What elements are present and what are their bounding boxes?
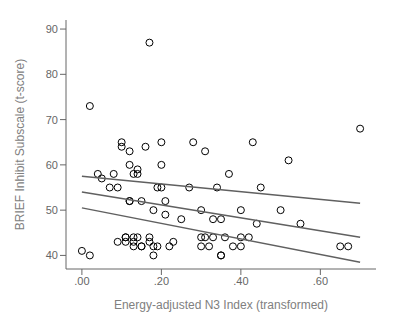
- svg-text:60: 60: [46, 159, 58, 171]
- svg-text:80: 80: [46, 68, 58, 80]
- svg-text:.20: .20: [154, 275, 169, 287]
- svg-text:BRIEF Inhibit Subscale (t-scor: BRIEF Inhibit Subscale (t-score): [13, 59, 27, 230]
- svg-text:50: 50: [46, 204, 58, 216]
- svg-text:70: 70: [46, 114, 58, 126]
- svg-text:.00: .00: [74, 275, 89, 287]
- svg-text:.40: .40: [233, 275, 248, 287]
- svg-text:.60: .60: [313, 275, 328, 287]
- svg-text:Energy-adjusted N3 Index (tran: Energy-adjusted N3 Index (transformed): [114, 298, 328, 312]
- svg-text:90: 90: [46, 23, 58, 35]
- svg-text:40: 40: [46, 249, 58, 261]
